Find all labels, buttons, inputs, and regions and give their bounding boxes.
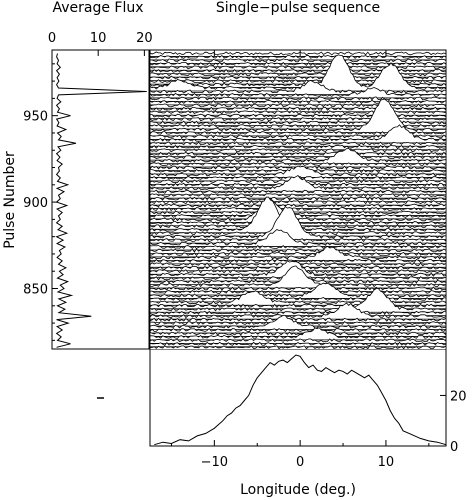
single-pulse-stack [150,51,446,349]
pulse-trace [150,87,446,99]
lon-xtick-label: 0 [296,455,304,470]
profile-ytick-label: 20 [450,389,467,404]
pulse-ytick-label: 900 [23,196,48,211]
pulse-trace [150,193,446,199]
pulse-trace [150,286,446,292]
pulse-trace [150,198,446,223]
single-pulse-sequence-title: Single−pulse sequence [216,0,380,16]
pulse-trace [150,229,446,247]
pulse-trace [150,106,446,113]
flux-xtick-label: 0 [48,31,56,46]
profile-axes: −10 0 10 0 20 [170,50,467,470]
integrated-profile-line [154,354,447,446]
pulse-trace [150,165,446,178]
pulse-trace [150,206,446,213]
pulse-trace [150,189,446,196]
flux-xtick-label: 20 [136,31,153,46]
pulse-trace [150,265,446,289]
pulse-trace [150,162,446,168]
pulse-trace [150,327,446,341]
longitude-axis-label: Longitude (deg.) [240,482,356,498]
pulse-trace [150,174,446,192]
profile-ytick-label: 0 [450,440,458,455]
pulse-trace [150,310,446,317]
pulse-trace [150,196,446,203]
pulse-trace [150,251,446,258]
pulse-trace [150,244,446,251]
pulse-ytick-label: 950 [23,110,48,125]
lon-xtick-label: 10 [378,455,395,470]
pulse-trace [150,99,446,106]
pulse-trace [150,151,446,158]
pulse-trace [150,61,446,68]
pulse-trace [150,245,446,261]
pulse-trace [150,287,446,313]
profile-frame [149,348,447,447]
pulse-trace [150,98,446,133]
pulse-trace [150,214,446,220]
lon-xtick-label: −10 [201,455,228,470]
pulse-trace [150,51,446,57]
average-flux-title: Average Flux [52,0,143,16]
pulse-trace [150,80,446,95]
pulse-trace [150,238,446,244]
pulse-trace [150,314,446,330]
average-flux-axes: 0 10 20 850 900 950 [23,31,153,341]
flux-xtick-label: 10 [90,31,107,46]
average-flux-frame [51,49,150,350]
pulse-ytick-label: 850 [23,283,48,298]
pulse-trace [150,141,446,147]
pulse-trace [150,317,446,324]
pulse-trace [150,302,446,320]
pulse-trace [150,65,446,71]
pulse-number-axis-label: Pulse Number [2,151,18,249]
pulse-trace [150,103,446,109]
pulse-trace [150,124,446,144]
pulse-trace [150,147,446,165]
pulse-trace [150,345,446,349]
pulse-trace [150,327,446,334]
pulse-trace [150,206,446,241]
pulse-trace [150,148,446,154]
average-flux-line [55,53,147,348]
